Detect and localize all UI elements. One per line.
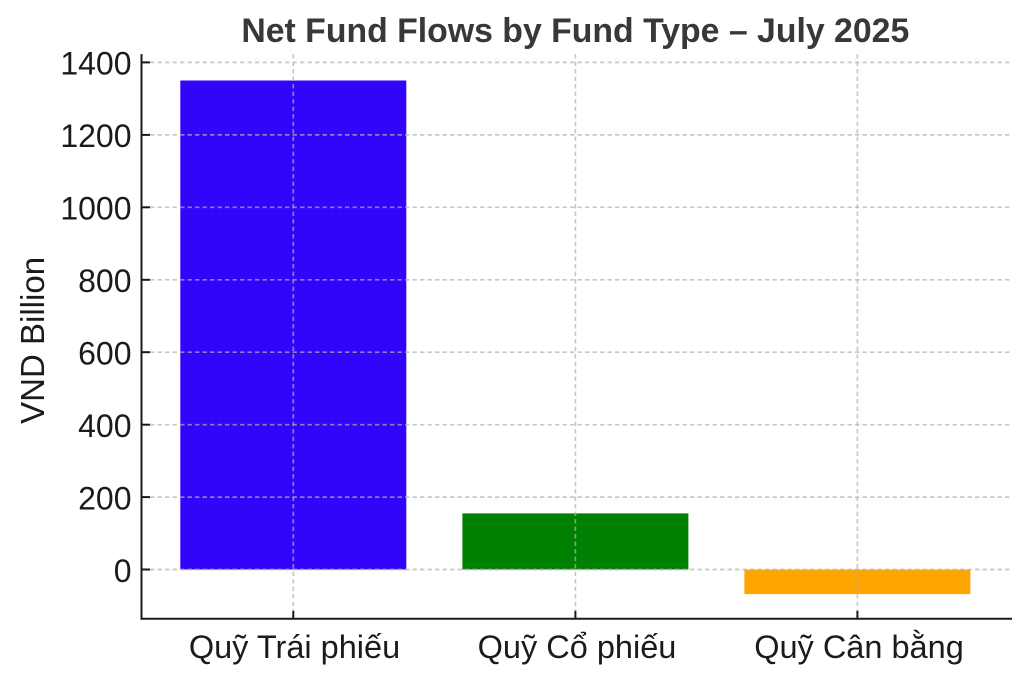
svg-text:400: 400 [78,408,131,444]
svg-text:200: 200 [78,480,131,516]
svg-text:1000: 1000 [60,191,131,227]
svg-text:Quỹ Cân bằng: Quỹ Cân bằng [754,628,964,665]
svg-text:Quỹ Cổ phiếu: Quỹ Cổ phiếu [478,629,677,665]
svg-text:Net Fund Flows by Fund Type –: Net Fund Flows by Fund Type – July 2025 [241,12,909,50]
svg-text:1400: 1400 [60,46,131,82]
svg-text:1200: 1200 [60,118,131,154]
svg-text:0: 0 [114,553,132,589]
svg-text:600: 600 [78,336,131,372]
svg-text:VND Billion: VND Billion [14,257,51,424]
svg-text:Quỹ Trái phiếu: Quỹ Trái phiếu [189,629,400,665]
svg-text:800: 800 [78,263,131,299]
